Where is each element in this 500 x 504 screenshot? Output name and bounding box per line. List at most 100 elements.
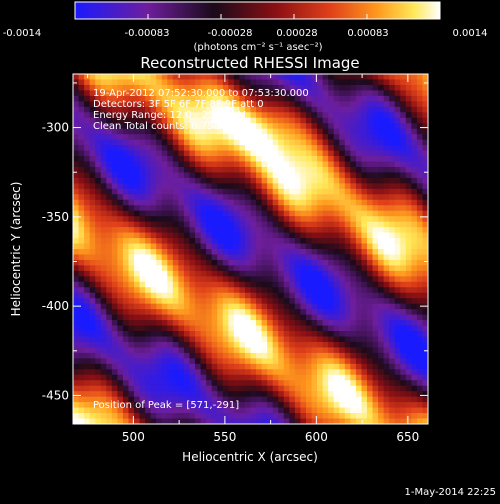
heatmap-cell <box>283 347 290 354</box>
heatmap-cell <box>167 363 174 370</box>
heatmap-cell <box>405 358 412 365</box>
heatmap-cell <box>195 134 202 141</box>
heatmap-cell <box>222 156 229 163</box>
heatmap-cell <box>322 221 329 228</box>
heatmap-cell <box>100 161 107 168</box>
heatmap-cell <box>134 227 141 234</box>
heatmap-cell <box>145 259 152 267</box>
heatmap-cell <box>333 90 340 97</box>
heatmap-cell <box>339 270 346 277</box>
heatmap-cell <box>195 106 202 113</box>
heatmap-cell <box>128 369 135 376</box>
heatmap-cell <box>161 336 168 343</box>
heatmap-cell <box>294 292 302 299</box>
heatmap-cell <box>73 374 80 381</box>
heatmap-cell <box>156 150 163 157</box>
heatmap-cell <box>350 101 357 108</box>
heatmap-cell <box>139 117 146 124</box>
heatmap-cell <box>228 123 235 130</box>
heatmap-cell <box>78 177 85 184</box>
heatmap-cell <box>95 276 102 283</box>
heatmap-cell <box>422 396 428 403</box>
heatmap-cell <box>156 385 163 392</box>
heatmap-cell <box>222 194 229 201</box>
heatmap-cell <box>100 101 107 108</box>
heatmap-cell <box>361 385 368 392</box>
heatmap-cell <box>239 254 246 261</box>
heatmap-cell <box>189 413 196 420</box>
heatmap-cell <box>89 227 96 234</box>
heatmap-cell <box>366 303 374 310</box>
heatmap-cell <box>389 205 396 212</box>
heatmap-cell <box>250 352 257 359</box>
heatmap-cell <box>400 221 407 228</box>
heatmap-cell <box>278 84 285 92</box>
heatmap-cell <box>195 194 202 201</box>
heatmap-cell <box>305 402 313 409</box>
heatmap-cell <box>167 413 174 420</box>
heatmap-cell <box>161 287 168 294</box>
heatmap-cell <box>183 199 191 206</box>
heatmap-cell <box>122 402 130 409</box>
heatmap-cell <box>195 320 202 327</box>
heatmap-cell <box>372 117 379 124</box>
heatmap-cell <box>278 336 285 343</box>
heatmap-cell <box>156 276 163 283</box>
heatmap-cell <box>167 172 174 179</box>
heatmap-cell <box>206 166 213 174</box>
heatmap-cell <box>111 123 118 130</box>
heatmap-cell <box>250 276 257 283</box>
heatmap-cell <box>100 331 107 338</box>
heatmap-cell <box>250 249 257 256</box>
heatmap-cell <box>411 407 418 414</box>
heatmap-cell <box>239 145 246 152</box>
heatmap-cell <box>261 407 268 414</box>
heatmap-cell <box>167 331 174 338</box>
x-tick-label: 600 <box>305 430 328 444</box>
heatmap-cell <box>183 331 191 338</box>
heatmap-cell <box>95 380 102 387</box>
heatmap-cell <box>117 303 124 310</box>
heatmap-cell <box>156 320 163 327</box>
heatmap-cell <box>233 396 241 403</box>
heatmap-cell <box>139 287 146 294</box>
heatmap-cell <box>416 221 424 228</box>
heatmap-cell <box>139 358 146 365</box>
heatmap-cell <box>416 74 424 81</box>
heatmap-cell <box>378 112 385 119</box>
heatmap-cell <box>416 276 424 283</box>
heatmap-cell <box>206 106 213 113</box>
heatmap-cell <box>416 385 424 392</box>
heatmap-cell <box>73 101 80 108</box>
heatmap-cell <box>289 238 296 245</box>
heatmap-cell <box>84 101 91 108</box>
heatmap-cell <box>355 352 363 359</box>
heatmap-cell <box>117 205 124 212</box>
heatmap-cell <box>389 221 396 228</box>
heatmap-cell <box>411 380 418 387</box>
heatmap-cell <box>78 309 85 316</box>
heatmap-cell <box>95 243 102 250</box>
heatmap-cell <box>239 249 246 256</box>
heatmap-cell <box>217 95 224 102</box>
heatmap-cell <box>289 161 296 168</box>
heatmap-cell <box>78 139 85 146</box>
heatmap-cell <box>145 79 152 86</box>
heatmap-cell <box>372 221 379 228</box>
heatmap-cell <box>134 84 141 92</box>
heatmap-cell <box>422 298 428 305</box>
heatmap-cell <box>206 363 213 370</box>
heatmap-cell <box>156 259 163 267</box>
heatmap-cell <box>145 298 152 305</box>
heatmap-cell <box>339 238 346 245</box>
heatmap-cell <box>366 134 374 141</box>
heatmap-cell <box>183 341 191 349</box>
heatmap-cell <box>100 314 107 321</box>
heatmap-cell <box>161 199 168 206</box>
heatmap-cell <box>222 172 229 179</box>
heatmap-cell <box>267 363 274 370</box>
heatmap-cell <box>134 150 141 157</box>
heatmap-cell <box>239 183 246 190</box>
heatmap-cell <box>333 166 340 174</box>
heatmap-cell <box>200 106 207 113</box>
